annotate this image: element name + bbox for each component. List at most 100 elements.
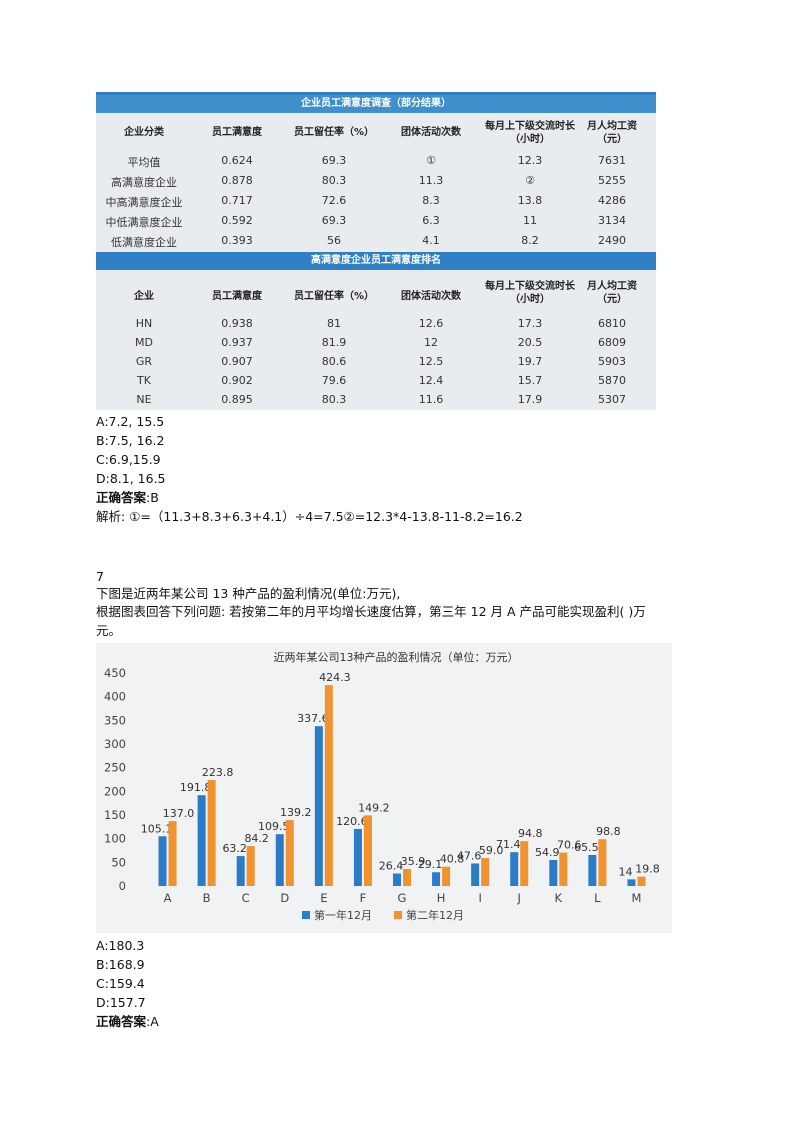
table2-cell: 80.6	[321, 355, 347, 368]
data-label: 84.2	[244, 832, 269, 845]
table2-cell: 12.5	[418, 355, 444, 368]
data-label: 47.6	[457, 849, 482, 862]
bar-year1	[314, 726, 323, 886]
data-label: 120.6	[336, 815, 368, 828]
q7-question-line3: 元。	[96, 623, 122, 638]
table1-cell: 12.3	[517, 154, 543, 167]
table1-header: 员工留任率（%）	[293, 127, 375, 138]
bar-year1	[197, 795, 206, 886]
table2-cell: 81	[327, 317, 341, 330]
table2-cell: TK	[137, 374, 151, 387]
data-label: 63.2	[222, 842, 247, 855]
x-tick-label: A	[164, 891, 172, 905]
data-label: 40.8	[440, 853, 465, 866]
data-label: 70.6	[557, 839, 582, 852]
table2-cell: 81.9	[321, 336, 347, 349]
bar-year2	[207, 780, 216, 886]
table2-cell: 11.6	[418, 393, 444, 406]
table1-cell: 6.3	[422, 214, 440, 227]
legend-swatch-year2	[394, 911, 402, 919]
table1-cell: 0.717	[221, 194, 253, 207]
table1-cell: 中高满意度企业	[105, 196, 183, 209]
legend-swatch-year1	[302, 911, 310, 919]
table1-cell: 69.3	[321, 154, 347, 167]
table2-cell: 79.6	[321, 374, 347, 387]
x-tick-label: D	[280, 891, 289, 905]
table1-cell: 中低满意度企业	[105, 216, 183, 229]
bar-year2	[520, 841, 529, 886]
bar-year1	[275, 834, 284, 886]
table1-cell: 0.592	[221, 214, 253, 227]
table2-cell: 5870	[598, 374, 626, 387]
bar-year1	[471, 863, 480, 886]
table1-cell: 0.393	[221, 234, 253, 247]
profit-bar-chart: 近两年某公司13种产品的盈利情况（单位：万元） 0 50 100 150 200 250 30…	[104, 650, 660, 922]
table1-cell: 11.3	[418, 174, 444, 187]
q6-analysis: 解析: ①=（11.3+8.3+6.3+4.1）÷4=7.5②=12.3*4-1…	[96, 509, 523, 524]
table2-cell: MD	[135, 336, 153, 349]
table-top-bar	[96, 92, 656, 95]
table2-cell: 0.895	[221, 393, 253, 406]
bar-year2	[324, 685, 333, 886]
x-tick-label: M	[631, 891, 641, 905]
table2-cell: 0.907	[221, 355, 253, 368]
bar-year1	[588, 854, 597, 886]
x-tick-label: F	[360, 891, 367, 905]
data-label: 109.5	[258, 820, 290, 833]
chart-title: 近两年某公司13种产品的盈利情况（单位：万元）	[274, 650, 519, 664]
y-tick-label: 50	[111, 855, 126, 869]
profit-chart-image: 近两年某公司13种产品的盈利情况（单位：万元） 0 50 100 150 200 250 30…	[96, 643, 672, 933]
table2-header: 每月上下级交流时长（小时）	[485, 281, 575, 305]
table2-cell: 0.938	[221, 317, 253, 330]
table2-cell: 6810	[598, 317, 626, 330]
bar-year1	[236, 856, 245, 886]
table2-cell: 12.4	[418, 374, 444, 387]
table2-cell: 0.902	[221, 374, 253, 387]
legend-label-year1: 第一年12月	[314, 908, 372, 922]
table2-cell: NE	[136, 393, 152, 406]
bar-year2	[285, 820, 294, 886]
data-label: 137.0	[163, 807, 195, 820]
table1-cell: 80.3	[321, 174, 347, 187]
table1-title: 企业员工满意度调查（部分结果）	[96, 95, 656, 113]
q6-option-d: D:8.1, 16.5	[96, 471, 166, 486]
table2-cell: 17.9	[517, 393, 543, 406]
table2-title: 高满意度企业员工满意度排名	[311, 255, 441, 266]
y-tick-label: 400	[104, 690, 126, 704]
data-label: 105.1	[141, 822, 173, 835]
table2-cell: 19.7	[517, 355, 543, 368]
table1-cell: 3134	[598, 214, 626, 227]
data-label: 94.8	[518, 827, 543, 840]
bar-year2	[637, 876, 646, 886]
data-label: 149.2	[358, 801, 390, 814]
table1-cell: 7631	[598, 154, 626, 167]
q7-answer: 正确答案:A	[96, 1014, 159, 1030]
table1-cell: 低满意度企业	[111, 236, 177, 249]
bar-year2	[442, 866, 451, 886]
y-tick-label: 150	[104, 808, 126, 822]
table2-cell: 0.937	[221, 336, 253, 349]
y-tick-label: 0	[119, 879, 126, 893]
table1-header: 企业分类	[124, 127, 164, 138]
table2-header: 团体活动次数	[401, 291, 461, 302]
table1-cell: 0.878	[221, 174, 253, 187]
table1-cell: ①	[426, 154, 436, 167]
table1-header: 团体活动次数	[401, 127, 461, 138]
y-tick-label: 200	[104, 784, 126, 798]
data-label: 424.3	[319, 671, 351, 684]
table2-header: 月人均工资（元）	[587, 281, 637, 305]
q6-option-c: C:6.9,15.9	[96, 452, 161, 467]
table1-cell: 56	[327, 234, 341, 247]
bar-year1	[393, 873, 401, 886]
x-tick-label: B	[203, 891, 211, 905]
data-label: 29.1	[418, 858, 443, 871]
x-tick-label: G	[398, 891, 407, 905]
x-tick-label: K	[555, 891, 563, 905]
q7-number: 7	[96, 569, 104, 584]
y-tick-label: 100	[104, 832, 126, 846]
table1-cell: 13.8	[517, 194, 543, 207]
table2-cell: 12.6	[418, 317, 444, 330]
y-tick-label: 450	[104, 666, 126, 680]
q6-option-b: B:7.5, 16.2	[96, 433, 165, 448]
table1-cell: 8.2	[521, 234, 539, 247]
